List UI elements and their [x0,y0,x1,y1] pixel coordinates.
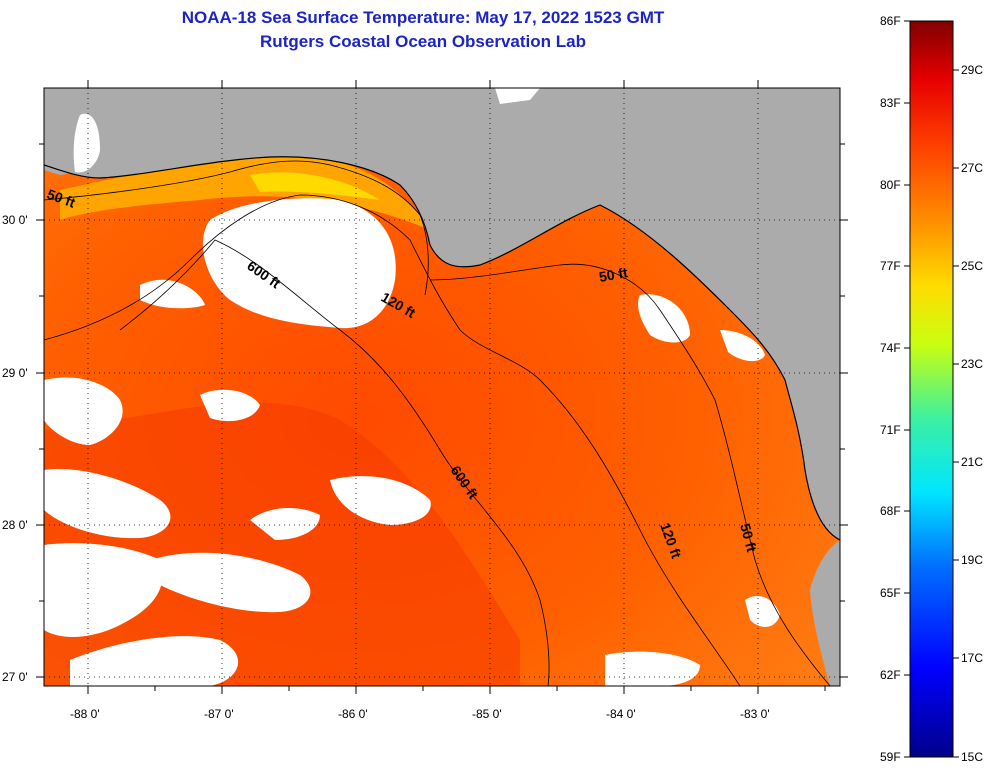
florida-land [44,88,840,540]
cbar-f-80: 80F [880,178,901,192]
lon-label-88: -88 0' [70,707,100,721]
lon-label-83: -83 0' [740,707,770,721]
lon-label-87: -87 0' [204,707,234,721]
cbar-f-68: 68F [880,504,901,518]
cbar-c-17: 17C [961,651,983,665]
cbar-f-83: 83F [880,96,901,110]
map-panel: 50 ft 600 ft 120 ft 50 ft 600 ft 120 ft … [44,88,840,686]
warm-water-region [44,402,520,686]
colorbar-ticks [904,20,959,758]
cbar-f-62: 62F [880,668,901,682]
contour-50ft-west [44,160,429,296]
coastline [44,156,840,541]
cbar-c-27: 27C [961,161,983,175]
lon-label-85: -85 0' [472,707,502,721]
cbar-f-86: 86F [880,14,901,28]
cbar-f-59: 59F [880,750,901,764]
lat-label-29: 29 0' [2,366,28,380]
peninsula-south-land [810,540,840,686]
title-line-1: NOAA-18 Sea Surface Temperature: May 17,… [181,8,665,27]
cbar-c-19: 19C [961,553,983,567]
contour-50ft-east [429,263,831,686]
cbar-f-74: 74F [880,341,901,355]
cbar-f-65: 65F [880,586,901,600]
cool-nearshore-water [60,157,430,230]
cbar-c-29: 29C [961,63,983,77]
cbar-c-23: 23C [961,357,983,371]
title-line-2: Rutgers Coastal Ocean Observation Lab [260,32,586,51]
lon-label-84: -84 0' [606,707,636,721]
cbar-c-21: 21C [961,455,983,469]
cbar-f-71: 71F [880,423,901,437]
lat-label-27: 27 0' [2,670,28,684]
cbar-f-77: 77F [880,259,901,273]
contour-120ft [44,194,741,686]
contour-label-50ft-east: 50 ft [598,264,629,285]
contour-600ft [119,239,550,686]
map-frame [43,87,841,687]
lat-label-28: 28 0' [2,518,28,532]
coolest-nearshore-water [250,172,380,200]
lon-label-86: -86 0' [338,707,368,721]
cloud-cover [44,88,780,686]
axis-ticks [36,80,848,694]
lat-label-30: 30 0' [2,213,28,227]
contour-label-50ft-south: 50 ft [737,522,760,554]
cbar-c-15: 15C [961,750,983,764]
colorbar [909,20,954,758]
cbar-c-25: 25C [961,259,983,273]
